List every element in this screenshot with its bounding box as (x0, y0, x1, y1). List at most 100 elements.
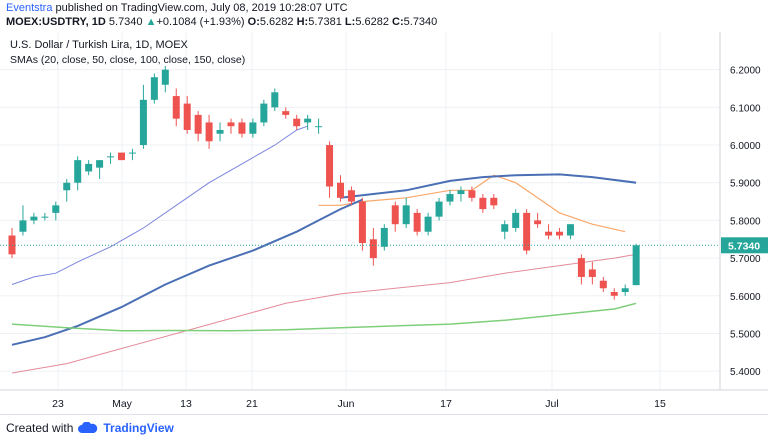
tradingview-brand-link[interactable]: TradingView (103, 421, 174, 435)
candle-body (260, 103, 268, 123)
time-tick-label: Jul (545, 398, 558, 410)
candle (161, 65, 169, 93)
moving-averages (11, 125, 637, 374)
time-tick-label: 17 (440, 398, 452, 410)
candle-body (424, 216, 432, 232)
price-tick-label: 5.8000 (730, 216, 761, 227)
candle-body (501, 224, 509, 232)
price-tick-label: 5.4000 (730, 367, 761, 378)
candle-body (139, 99, 147, 146)
chart-title: U.S. Dollar / Turkish Lira, 1D, MOEX (10, 39, 189, 51)
candle (523, 209, 531, 255)
footer-credit: Created with TradingView (6, 421, 174, 435)
candle-body (468, 190, 476, 198)
candle (402, 197, 410, 228)
last-price-marker: 5.7340 (0, 237, 768, 254)
high-value: 5.7381 (308, 16, 342, 28)
candle (424, 212, 432, 236)
candle (260, 99, 268, 127)
candle-body (96, 160, 104, 168)
candle-body (326, 145, 334, 187)
time-tick-label: May (112, 398, 133, 410)
change-arrow-icon: ▲ (145, 16, 157, 28)
time-tick-label: Jun (338, 398, 355, 410)
price-tick-label: 5.5000 (730, 329, 761, 340)
candle-body (85, 163, 93, 172)
candlestick-chart[interactable]: 6.2000 6.1000 6.0000 5.9000 5.8000 5.7000 5.60… (0, 32, 768, 414)
candle (238, 118, 246, 138)
candle (610, 288, 618, 300)
candle (534, 212, 542, 228)
candle-body (490, 197, 498, 206)
candle (347, 186, 355, 206)
candle (30, 212, 38, 225)
candle-body (74, 160, 82, 183)
sma150_pink-line (11, 253, 637, 374)
candle (282, 107, 290, 119)
candle (501, 220, 509, 240)
candle (326, 141, 334, 198)
price-tick-label: 6.2000 (730, 66, 761, 77)
candle (621, 284, 629, 296)
candle-body (566, 224, 574, 236)
candle (358, 197, 366, 251)
candle (479, 194, 487, 213)
price-scale-bg (720, 32, 768, 390)
candle (74, 156, 82, 191)
price-tick-label: 5.7000 (730, 254, 761, 265)
candle-body (249, 122, 257, 134)
sma50-line (11, 198, 363, 346)
candle (490, 194, 498, 210)
open-value: 5.6282 (259, 16, 294, 28)
low-value: 5.6282 (355, 16, 389, 28)
candle (446, 190, 454, 206)
candle-body (380, 227, 388, 247)
high-label: H: (296, 16, 309, 28)
time-tick-label: 23 (52, 398, 64, 410)
candle (96, 160, 104, 179)
price-axis[interactable]: 6.2000 6.1000 6.0000 5.9000 5.8000 5.7000 5.60… (730, 66, 761, 378)
candle-body (358, 201, 366, 244)
chart-subtitle: SMAs (20, close, 50, close, 100, close, … (10, 54, 245, 66)
sma50-line (340, 173, 637, 199)
candle (194, 111, 202, 142)
candle-body (52, 205, 60, 213)
author-link[interactable]: Eventstra (6, 2, 53, 14)
candle-body (216, 129, 224, 134)
candle (293, 114, 301, 130)
price-tick-label: 5.6000 (730, 292, 761, 303)
candle (315, 118, 323, 134)
candle (85, 160, 93, 176)
symbol-label[interactable]: MOEX:USDTRY, 1D (6, 16, 106, 28)
candle (227, 118, 235, 134)
footer: Created with TradingView (0, 414, 768, 441)
change-value: +0.1084 (+1.93%) (156, 16, 245, 28)
candle-body (63, 182, 71, 191)
last-price-badge (721, 237, 768, 254)
candle-body (238, 122, 246, 134)
candle (556, 227, 563, 240)
candle (566, 224, 574, 240)
candle-body (534, 220, 542, 225)
candle-body (577, 258, 585, 277)
candle (599, 276, 607, 293)
candle-body (446, 194, 454, 202)
time-tick-label: 21 (246, 398, 258, 410)
ohlc-bar: MOEX:USDTRY, 1D 5.7340 ▲+0.1084 (+1.93%)… (6, 16, 437, 28)
candle-body (523, 212, 531, 251)
candle-body (128, 152, 136, 154)
candle (8, 227, 16, 259)
candle-body (150, 77, 158, 100)
candle-body (599, 280, 607, 289)
publish-info: Eventstra published on TradingView.com, … (6, 2, 348, 14)
candle-body (271, 92, 279, 108)
candle (512, 209, 520, 232)
candle-body (107, 156, 115, 158)
chart-area[interactable]: 6.2000 6.1000 6.0000 5.9000 5.8000 5.7000 5.60… (0, 32, 768, 414)
open-label: O: (247, 16, 260, 28)
candle (588, 261, 596, 285)
candle (435, 197, 443, 221)
time-axis[interactable]: 23 May 13 21 Jun 17 Jul 15 (52, 398, 666, 410)
candle (139, 84, 147, 149)
candle-body (402, 205, 410, 225)
